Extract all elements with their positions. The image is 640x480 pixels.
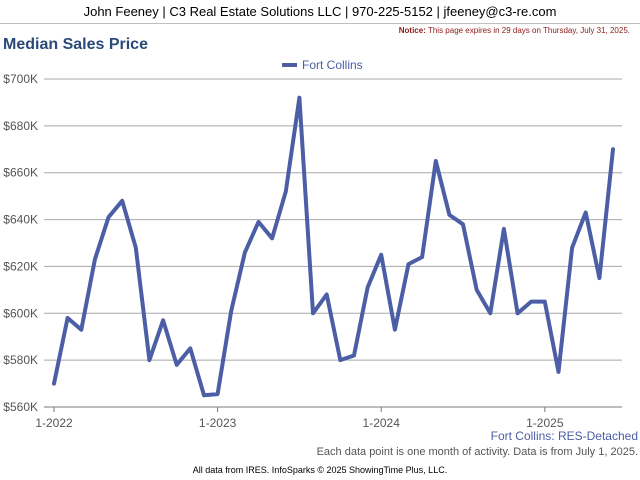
notice-text: This page expires in 29 days on Thursday…	[427, 26, 630, 35]
y-tick-label: $680K	[3, 119, 38, 133]
y-tick-label: $620K	[3, 259, 38, 273]
agent-contact-bar: John Feeney | C3 Real Estate Solutions L…	[0, 0, 640, 24]
y-tick-label: $580K	[3, 353, 38, 367]
series-line-fort-collins	[52, 95, 615, 398]
x-tick-label: 1-2023	[199, 416, 237, 430]
x-tick-label: 1-2022	[35, 416, 73, 430]
y-tick-label: $640K	[3, 213, 38, 227]
data-credit: All data from IRES. InfoSparks © 2025 Sh…	[192, 465, 448, 475]
y-tick-label: $660K	[3, 166, 38, 180]
chart-title: Median Sales Price	[3, 36, 148, 53]
y-tick-label: $560K	[3, 400, 38, 414]
series-footer-label: Fort Collins: RES-Detached	[490, 429, 638, 443]
expiry-notice: Notice: This page expires in 29 days on …	[399, 26, 630, 35]
legend-label: Fort Collins	[302, 58, 363, 72]
x-tick-label: 1-2024	[363, 416, 401, 430]
agent-contact-text: John Feeney | C3 Real Estate Solutions L…	[83, 4, 557, 19]
data-note: Each data point is one month of activity…	[316, 446, 638, 458]
notice-label: Notice:	[398, 26, 426, 35]
y-tick-label: $600K	[3, 306, 38, 320]
y-tick-label: $700K	[3, 72, 38, 86]
x-tick-label: 1-2025	[526, 416, 564, 430]
